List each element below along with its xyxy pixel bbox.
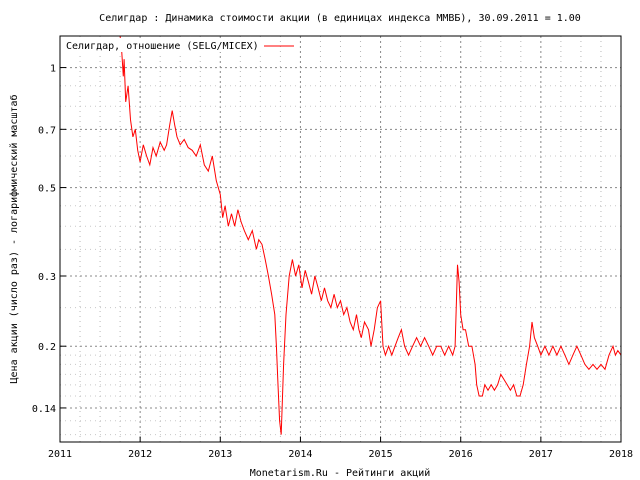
y-tick-label: 0.3 [38,272,56,283]
y-tick-label: 0.2 [38,342,56,353]
chart-title: Селигдар : Динамика стоимости акции (в е… [99,13,581,24]
x-axis-label: Monetarism.Ru - Рейтинги акций [250,467,431,479]
y-tick-label: 0.14 [32,404,56,415]
y-axis-ticks: 1 0.7 0.5 0.3 0.2 0.14 [32,64,66,415]
x-tick-label: 2011 [48,449,72,460]
y-tick-label: 1 [50,64,56,75]
x-tick-label: 2017 [529,449,553,460]
legend-label: Селигдар, отношение (SELG/MICEX) [66,41,259,52]
x-tick-label: 2013 [208,449,232,460]
y-tick-label: 0.7 [38,125,56,136]
x-tick-label: 2018 [609,449,633,460]
grid [60,36,621,442]
x-tick-label: 2014 [288,449,312,460]
y-axis-label: Цена акции (число раз) - логарифмический… [8,95,20,384]
legend-background [62,38,270,52]
series-line [119,35,622,435]
x-axis-ticks: 2011 2012 2013 2014 2015 2016 2017 2018 [48,437,633,460]
y-tick-label: 0.5 [38,184,56,195]
plot-frame [59,35,622,443]
x-tick-label: 2016 [449,449,473,460]
x-tick-label: 2012 [128,449,152,460]
x-tick-label: 2015 [369,449,393,460]
